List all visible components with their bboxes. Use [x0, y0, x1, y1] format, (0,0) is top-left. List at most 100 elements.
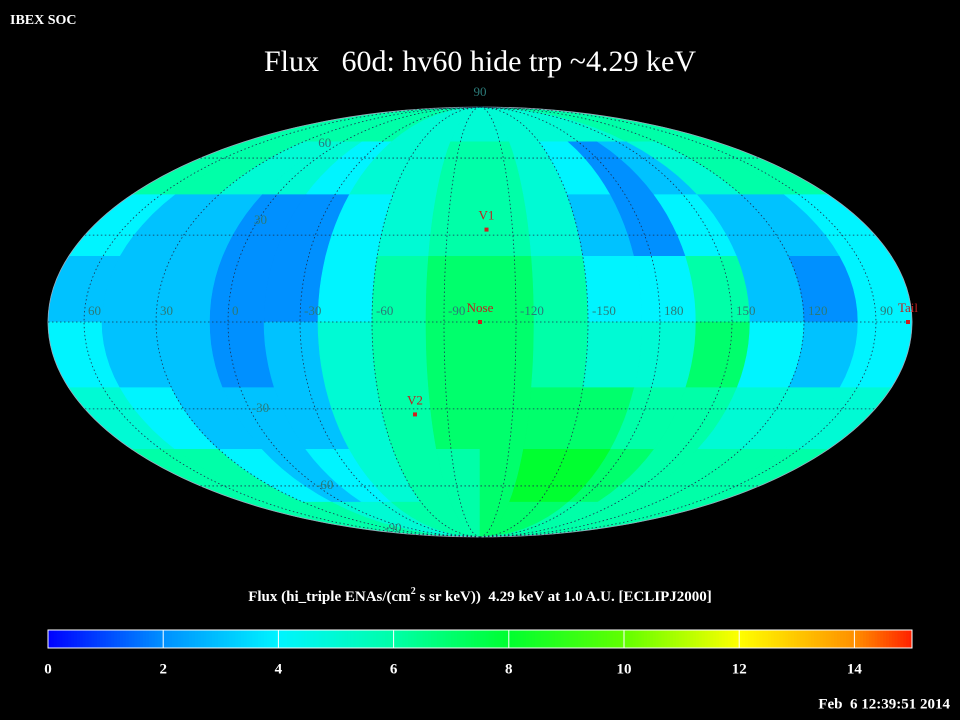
colorbar-label: Flux (hi_triple ENAs/(cm2 s sr keV)) 4.2…	[248, 586, 712, 605]
lon-label: 0	[232, 303, 239, 318]
colorbar-step	[721, 630, 726, 648]
colorbar-step	[105, 630, 109, 648]
colorbar-step	[546, 630, 550, 648]
colorbar-step	[704, 630, 709, 648]
colorbar-step	[710, 630, 714, 648]
colorbar-step	[390, 630, 395, 648]
colorbar-step	[842, 630, 847, 648]
colorbar-step	[82, 630, 86, 648]
flux-cell	[428, 194, 481, 257]
colorbar-step	[537, 630, 541, 648]
colorbar-step	[433, 630, 438, 648]
colorbar-step	[773, 630, 778, 648]
colorbar-step	[698, 630, 703, 648]
colorbar-step	[261, 630, 265, 648]
colorbar-step	[670, 630, 674, 648]
colorbar-step	[304, 630, 308, 648]
colorbar-step	[572, 630, 576, 648]
colorbar-step	[805, 630, 809, 648]
flux-cell	[479, 321, 535, 389]
colorbar-step	[148, 630, 153, 648]
colorbar-step	[160, 630, 164, 648]
colorbar-step	[301, 630, 305, 648]
colorbar-step	[592, 630, 596, 648]
colorbar-step	[647, 630, 651, 648]
colorbar-step	[563, 630, 567, 648]
colorbar-step	[566, 630, 570, 648]
flux-cell	[425, 321, 481, 389]
label-part: s sr keV)) 4.29 keV at 1.0 A.U. [ECLIPJ2…	[416, 589, 712, 605]
colorbar-step	[624, 630, 628, 648]
colorbar-step	[828, 630, 832, 648]
colorbar-step	[485, 630, 490, 648]
colorbar-step	[480, 630, 484, 648]
colorbar-step	[508, 630, 513, 648]
colorbar-step	[681, 630, 685, 648]
colorbar-step	[526, 630, 530, 648]
lon-label: 90	[880, 303, 893, 318]
colorbar-step	[603, 630, 608, 648]
colorbar-step	[71, 630, 75, 648]
colorbar-step	[431, 630, 435, 648]
lon-label: 60	[88, 303, 101, 318]
colorbar-step	[108, 630, 112, 648]
colorbar-step	[886, 630, 890, 648]
colorbar-step	[701, 630, 706, 648]
colorbar-step	[765, 630, 769, 648]
marker-label: V1	[479, 208, 495, 223]
colorbar-step	[500, 630, 504, 648]
colorbar-step	[240, 630, 245, 648]
colorbar-step	[215, 630, 219, 648]
colorbar-step	[768, 630, 772, 648]
colorbar-step	[825, 630, 829, 648]
lat-label: 60	[318, 135, 331, 150]
colorbar-step	[117, 630, 121, 648]
colorbar-step	[618, 630, 622, 648]
colorbar-step	[203, 630, 207, 648]
colorbar-step	[557, 630, 562, 648]
colorbar-step	[690, 630, 694, 648]
marker	[412, 412, 417, 417]
colorbar-step	[50, 630, 55, 648]
colorbar-step	[298, 630, 302, 648]
colorbar-step	[425, 630, 429, 648]
colorbar-step	[312, 630, 317, 648]
flux-cell	[479, 387, 532, 450]
colorbar-step	[822, 630, 827, 648]
colorbar-step	[883, 630, 887, 648]
lon-label: 150	[736, 303, 756, 318]
flux-cell	[428, 387, 481, 450]
colorbar-step	[782, 630, 786, 648]
colorbar-step	[598, 630, 602, 648]
colorbar-step	[753, 630, 757, 648]
colorbar-step	[857, 630, 861, 648]
colorbar-step	[678, 630, 683, 648]
colorbar-step	[416, 630, 421, 648]
colorbar-step	[99, 630, 104, 648]
colorbar-step	[900, 630, 904, 648]
colorbar-step	[436, 630, 441, 648]
colorbar-step	[448, 630, 452, 648]
marker	[478, 320, 482, 324]
lon-label: -120	[520, 303, 544, 318]
marker	[906, 320, 910, 324]
lon-label: -150	[592, 303, 616, 318]
colorbar-tick-label: 6	[390, 661, 398, 677]
colorbar-tick-label: 14	[847, 661, 863, 677]
colorbar-step	[197, 630, 202, 648]
header: IBEX SOC	[10, 13, 77, 28]
flux-cell	[531, 321, 589, 389]
colorbar-step	[350, 630, 354, 648]
colorbar-step	[696, 630, 700, 648]
colorbar-step	[79, 630, 84, 648]
colorbar-step	[658, 630, 662, 648]
colorbar-step	[664, 630, 668, 648]
colorbar-step	[359, 630, 363, 648]
colorbar-step	[65, 630, 69, 648]
meridian	[155, 106, 481, 538]
colorbar-step	[465, 630, 469, 648]
colorbar-step	[399, 630, 403, 648]
colorbar-step	[779, 630, 783, 648]
colorbar-step	[575, 630, 579, 648]
colorbar-step	[865, 630, 870, 648]
